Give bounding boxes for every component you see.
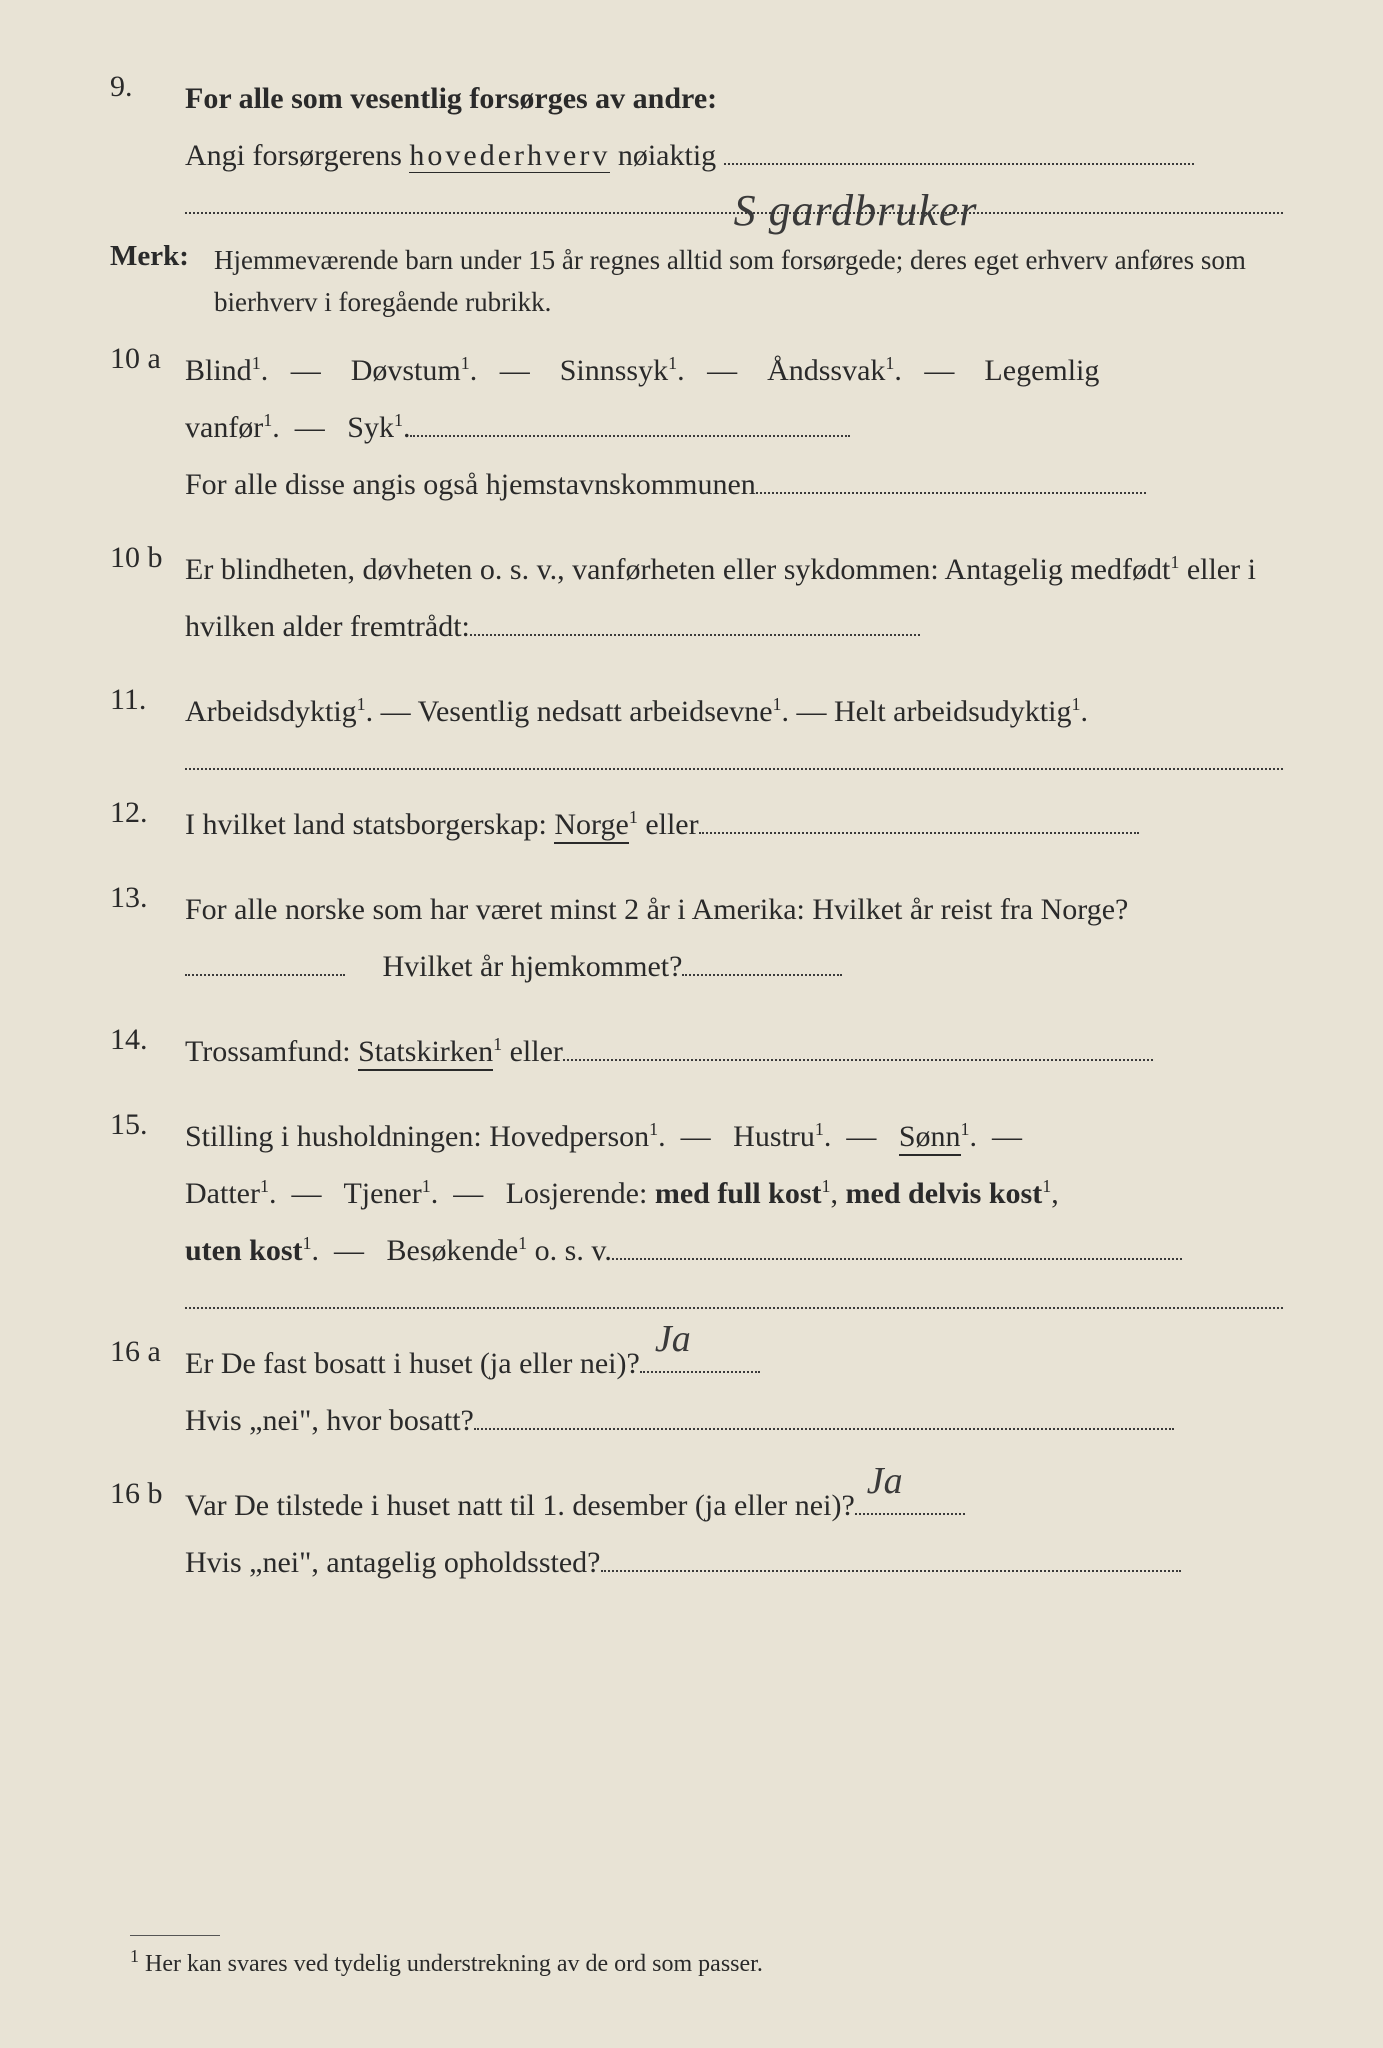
q15-number: 15. bbox=[110, 1108, 185, 1142]
q9-heading: For alle som vesentlig forsørges av andr… bbox=[185, 82, 717, 115]
q11-content: Arbeidsdyktig1. — Vesentlig nedsatt arbe… bbox=[185, 683, 1283, 740]
q10a-content: Blind1. — Døvstum1. — Sinnssyk1. — Åndss… bbox=[185, 342, 1283, 513]
footnote: 1 Her kan svares ved tydelig understrekn… bbox=[130, 1935, 763, 1978]
q12-number: 12. bbox=[110, 796, 185, 830]
q16b-content: Var De tilstede i huset natt til 1. dese… bbox=[185, 1477, 1283, 1591]
q9-line2c: nøiaktig bbox=[610, 139, 716, 172]
footnote-rule bbox=[130, 1935, 220, 1936]
question-13: 13. For alle norske som har været minst … bbox=[110, 881, 1283, 995]
question-12: 12. I hvilket land statsborgerskap: Norg… bbox=[110, 796, 1283, 853]
q9-answer-line: S gardbruker bbox=[724, 163, 1194, 165]
q16b-number: 16 b bbox=[110, 1477, 185, 1511]
q13-content: For alle norske som har været minst 2 år… bbox=[185, 881, 1283, 995]
question-9: 9. For alle som vesentlig forsørges av a… bbox=[110, 70, 1283, 184]
q15-content: Stilling i husholdningen: Hovedperson1. … bbox=[185, 1108, 1283, 1279]
q9-line2a: Angi forsørgerens bbox=[185, 139, 409, 172]
question-16a: 16 a Er De fast bosatt i huset (ja eller… bbox=[110, 1335, 1283, 1449]
q16a-answer: Ja bbox=[655, 1303, 691, 1375]
question-15: 15. Stilling i husholdningen: Hovedperso… bbox=[110, 1108, 1283, 1279]
question-10a: 10 a Blind1. — Døvstum1. — Sinnssyk1. — … bbox=[110, 342, 1283, 513]
question-16b: 16 b Var De tilstede i huset natt til 1.… bbox=[110, 1477, 1283, 1591]
question-10b: 10 b Er blindheten, døvheten o. s. v., v… bbox=[110, 541, 1283, 655]
q14-content: Trossamfund: Statskirken1 eller bbox=[185, 1023, 1283, 1080]
q11-number: 11. bbox=[110, 683, 185, 717]
q16a-content: Er De fast bosatt i huset (ja eller nei)… bbox=[185, 1335, 1283, 1449]
merk-label: Merk: bbox=[110, 240, 210, 273]
question-14: 14. Trossamfund: Statskirken1 eller bbox=[110, 1023, 1283, 1080]
divider bbox=[185, 1307, 1283, 1309]
merk-note: Merk: Hjemmeværende barn under 15 år reg… bbox=[110, 240, 1283, 324]
q10b-number: 10 b bbox=[110, 541, 185, 575]
q14-number: 14. bbox=[110, 1023, 185, 1057]
q13-number: 13. bbox=[110, 881, 185, 915]
q9-content: For alle som vesentlig forsørges av andr… bbox=[185, 70, 1283, 184]
question-11: 11. Arbeidsdyktig1. — Vesentlig nedsatt … bbox=[110, 683, 1283, 740]
q9-number: 9. bbox=[110, 70, 185, 104]
divider bbox=[185, 768, 1283, 770]
q12-content: I hvilket land statsborgerskap: Norge1 e… bbox=[185, 796, 1283, 853]
q9-line2b: hovederhverv bbox=[409, 139, 610, 173]
merk-text: Hjemmeværende barn under 15 år regnes al… bbox=[214, 240, 1277, 324]
q10b-content: Er blindheten, døvheten o. s. v., vanfør… bbox=[185, 541, 1283, 655]
q16b-answer: Ja bbox=[867, 1445, 903, 1517]
q10a-number: 10 a bbox=[110, 342, 185, 376]
q16a-number: 16 a bbox=[110, 1335, 185, 1369]
